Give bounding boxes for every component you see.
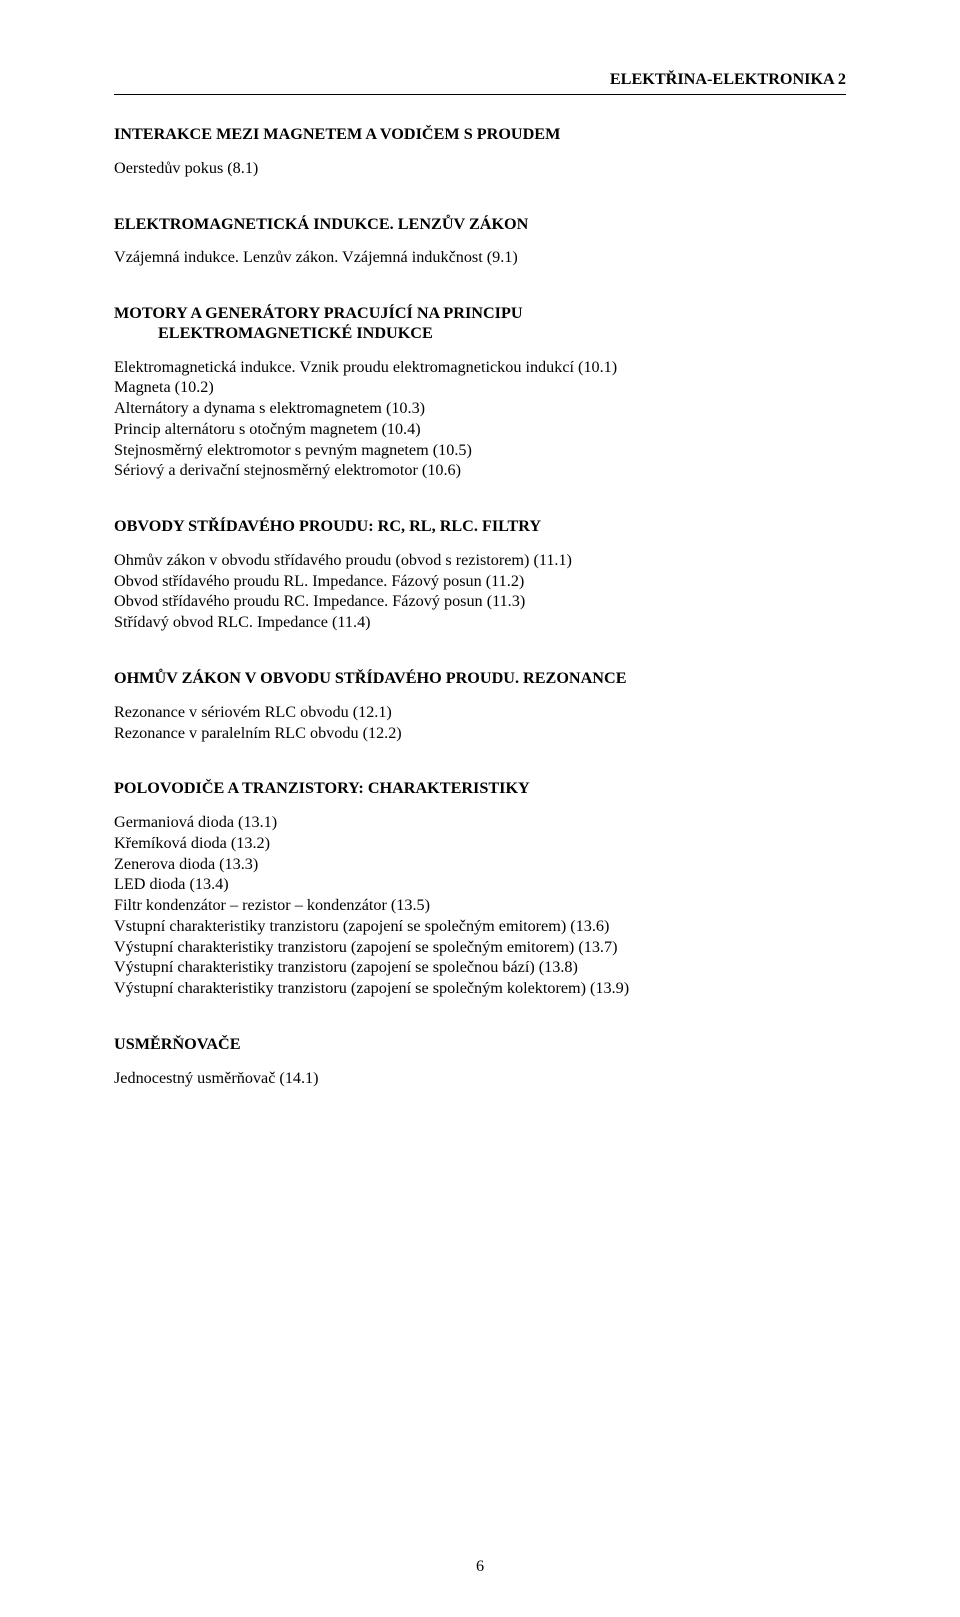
header-title: ELEKTŘINA-ELEKTRONIKA 2	[610, 70, 846, 90]
section-body: Elektromagnetická indukce. Vznik proudu …	[114, 358, 846, 482]
body-line: Obvod střídavého proudu RC. Impedance. F…	[114, 592, 846, 612]
section-heading: ELEKTROMAGNETICKÁ INDUKCE. LENZŮV ZÁKON	[114, 215, 846, 235]
body-line: Výstupní charakteristiky tranzistoru (za…	[114, 979, 846, 999]
section-heading-line2: ELEKTROMAGNETICKÉ INDUKCE	[114, 324, 846, 344]
body-line: Zenerova dioda (13.3)	[114, 855, 846, 875]
body-line: Princip alternátoru s otočným magnetem (…	[114, 420, 846, 440]
page-number: 6	[476, 1557, 484, 1575]
body-line: Sériový a derivační stejnosměrný elektro…	[114, 461, 846, 481]
page: ELEKTŘINA-ELEKTRONIKA 2 INTERAKCE MEZI M…	[0, 0, 960, 1617]
body-line: Oerstedův pokus (8.1)	[114, 159, 846, 179]
section-body: Vzájemná indukce. Lenzův zákon. Vzájemná…	[114, 248, 846, 268]
body-line: Střídavý obvod RLC. Impedance (11.4)	[114, 613, 846, 633]
body-line: Výstupní charakteristiky tranzistoru (za…	[114, 938, 846, 958]
body-line: Filtr kondenzátor – rezistor – kondenzát…	[114, 896, 846, 916]
body-line: Jednocestný usměrňovač (14.1)	[114, 1069, 846, 1089]
body-line: Vzájemná indukce. Lenzův zákon. Vzájemná…	[114, 248, 846, 268]
section-body: Ohmův zákon v obvodu střídavého proudu (…	[114, 551, 846, 633]
body-line: Křemíková dioda (13.2)	[114, 834, 846, 854]
body-line: Rezonance v sériovém RLC obvodu (12.1)	[114, 703, 846, 723]
body-line: Alternátory a dynama s elektromagnetem (…	[114, 399, 846, 419]
header-rule	[114, 94, 846, 95]
body-line: Stejnosměrný elektromotor s pevným magne…	[114, 441, 846, 461]
body-line: Vstupní charakteristiky tranzistoru (zap…	[114, 917, 846, 937]
section-heading: OBVODY STŘÍDAVÉHO PROUDU: RC, RL, RLC. F…	[114, 517, 846, 537]
section-heading-line1: MOTORY A GENERÁTORY PRACUJÍCÍ NA PRINCIP…	[114, 304, 846, 324]
section-heading: OHMŮV ZÁKON V OBVODU STŘÍDAVÉHO PROUDU. …	[114, 669, 846, 689]
body-line: Ohmův zákon v obvodu střídavého proudu (…	[114, 551, 846, 571]
page-footer: 6	[0, 1557, 960, 1577]
section-heading: USMĚRŇOVAČE	[114, 1035, 846, 1055]
body-line: Výstupní charakteristiky tranzistoru (za…	[114, 958, 846, 978]
section-body: Jednocestný usměrňovač (14.1)	[114, 1069, 846, 1089]
body-line: Elektromagnetická indukce. Vznik proudu …	[114, 358, 846, 378]
section-heading: INTERAKCE MEZI MAGNETEM A VODIČEM S PROU…	[114, 125, 846, 145]
body-line: LED dioda (13.4)	[114, 875, 846, 895]
section-heading: POLOVODIČE A TRANZISTORY: CHARAKTERISTIK…	[114, 779, 846, 799]
section-body: Germaniová dioda (13.1) Křemíková dioda …	[114, 813, 846, 999]
body-line: Rezonance v paralelním RLC obvodu (12.2)	[114, 724, 846, 744]
body-line: Germaniová dioda (13.1)	[114, 813, 846, 833]
section-body: Oerstedův pokus (8.1)	[114, 159, 846, 179]
body-line: Obvod střídavého proudu RL. Impedance. F…	[114, 572, 846, 592]
section-body: Rezonance v sériovém RLC obvodu (12.1) R…	[114, 703, 846, 744]
body-line: Magneta (10.2)	[114, 378, 846, 398]
